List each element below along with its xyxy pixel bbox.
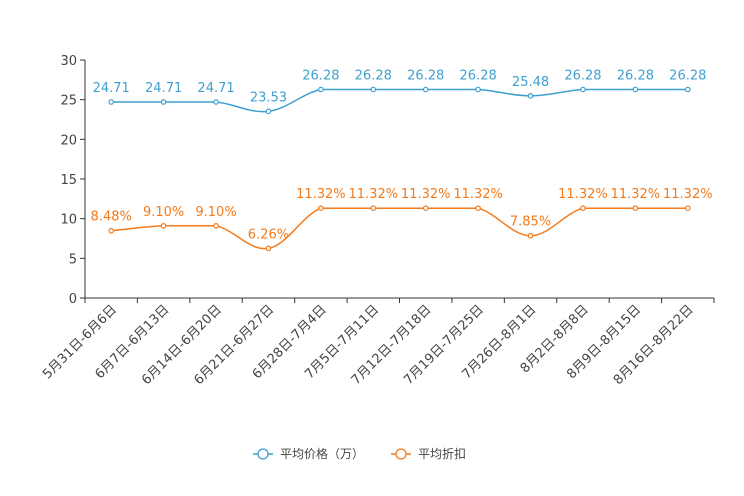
- series-line: [111, 88, 688, 113]
- data-point[interactable]: [160, 99, 167, 105]
- x-axis: 5月31日-6月6日6月7日-6月13日6月14日-6月20日6月21日-6月2…: [40, 297, 715, 388]
- data-label: 26.28: [302, 69, 339, 84]
- data-label: 26.28: [564, 69, 601, 84]
- data-point[interactable]: [527, 232, 534, 239]
- data-point[interactable]: [475, 205, 481, 211]
- data-label: 11.32%: [296, 187, 346, 202]
- legend-item[interactable]: 平均价格（万）: [253, 446, 364, 461]
- legend-marker-icon: [395, 448, 407, 460]
- y-tick-label: 20: [60, 133, 77, 148]
- data-label: 11.32%: [558, 187, 608, 202]
- data-point[interactable]: [265, 108, 272, 115]
- data-label: 24.71: [93, 81, 130, 96]
- data-point[interactable]: [632, 205, 639, 211]
- data-label: 9.10%: [195, 205, 236, 220]
- series-avg-price: 24.71 24.71 24.71 23.53 26.28 26.28 26.28 26.28…: [93, 69, 706, 115]
- data-point[interactable]: [527, 93, 534, 99]
- data-point[interactable]: [213, 223, 219, 229]
- y-tick-label: 5: [69, 252, 77, 267]
- data-point[interactable]: [318, 205, 324, 211]
- data-label: 11.32%: [611, 187, 661, 202]
- legend-label: 平均价格（万）: [280, 446, 364, 461]
- legend-label: 平均折扣: [418, 446, 466, 461]
- data-point[interactable]: [422, 86, 429, 93]
- data-label: 11.32%: [453, 187, 503, 202]
- legend: 平均价格（万） 平均折扣: [253, 446, 466, 461]
- data-label: 11.32%: [663, 187, 713, 202]
- data-point[interactable]: [684, 205, 691, 211]
- data-label: 26.28: [407, 69, 444, 84]
- data-label: 26.28: [460, 69, 497, 84]
- data-point[interactable]: [108, 99, 115, 105]
- data-point[interactable]: [160, 223, 167, 229]
- data-point[interactable]: [370, 205, 377, 211]
- data-label: 6.26%: [248, 227, 289, 242]
- data-point[interactable]: [684, 86, 691, 93]
- data-point[interactable]: [632, 86, 639, 93]
- data-label: 9.10%: [143, 205, 184, 220]
- series-avg-discount: 8.48% 9.10% 9.10%6.26%11.32% 11.32% 11.32% 11…: [91, 187, 713, 252]
- data-label: 8.48%: [91, 210, 132, 225]
- series-layer: 24.71 24.71 24.71 23.53 26.28 26.28 26.28 26.28…: [91, 69, 713, 252]
- data-point[interactable]: [265, 245, 272, 252]
- y-tick-label: 0: [69, 292, 77, 307]
- data-label: 24.71: [197, 81, 234, 96]
- data-label: 26.28: [355, 69, 392, 84]
- data-point[interactable]: [580, 86, 586, 93]
- data-label: 11.32%: [349, 187, 399, 202]
- data-label: 7.85%: [510, 215, 551, 230]
- data-label: 26.28: [669, 69, 706, 84]
- legend-marker-icon: [257, 448, 269, 460]
- data-label: 24.71: [145, 81, 182, 96]
- y-axis: 0 5 10 15 20 25 30: [60, 54, 86, 307]
- data-label: 11.32%: [401, 187, 451, 202]
- data-point[interactable]: [318, 86, 324, 93]
- data-label: 25.48: [512, 75, 549, 90]
- data-point[interactable]: [108, 227, 115, 234]
- legend-item[interactable]: 平均折扣: [391, 446, 466, 461]
- data-point[interactable]: [370, 86, 377, 93]
- data-label: 23.53: [250, 90, 287, 105]
- data-point[interactable]: [475, 86, 481, 93]
- data-point[interactable]: [580, 205, 586, 211]
- data-point[interactable]: [422, 205, 429, 211]
- y-tick-label: 25: [60, 94, 77, 109]
- data-label: 26.28: [617, 69, 654, 84]
- data-point[interactable]: [213, 99, 219, 105]
- y-tick-label: 30: [60, 54, 77, 69]
- y-tick-label: 15: [60, 173, 77, 188]
- y-tick-label: 10: [60, 213, 77, 228]
